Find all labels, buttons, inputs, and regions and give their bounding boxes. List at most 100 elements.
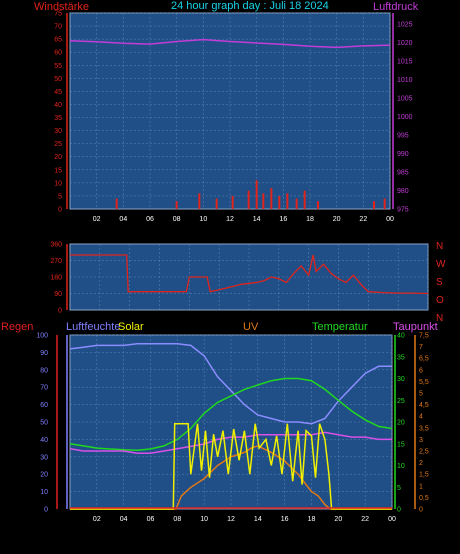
tick-label-hour: 20 <box>334 516 342 523</box>
tick-label-direction: 180 <box>50 275 62 282</box>
tick-label-dewpoint: 1 <box>419 483 423 490</box>
tick-label-hour: 06 <box>147 516 155 523</box>
tick-label-hour: 12 <box>226 216 234 223</box>
tick-label-wind: 70 <box>54 24 62 31</box>
temperature-series <box>69 377 393 452</box>
tick-label-hour: 18 <box>308 516 316 523</box>
compass-label: N <box>436 313 443 324</box>
tick-label-hour: 20 <box>333 216 341 223</box>
tick-label-hour: 04 <box>120 516 128 523</box>
tick-label-pressure: 1010 <box>397 77 413 84</box>
legend-temperature: Temperatur <box>312 321 368 333</box>
tick-label-pressure: 995 <box>397 133 409 140</box>
tick-label-hour: 12 <box>227 516 235 523</box>
tick-label-dewpoint: 4,5 <box>419 402 429 409</box>
tick-label-temperature: 15 <box>397 441 405 448</box>
tick-label-humidity: 10 <box>40 489 48 496</box>
tick-label-temperature: 30 <box>397 376 405 383</box>
tick-label-hour: 04 <box>119 216 127 223</box>
tick-label-dewpoint: 1,5 <box>419 472 429 479</box>
wind-axis-title: Windstärke <box>34 1 90 13</box>
tick-label-dewpoint: 2 <box>419 460 423 467</box>
tick-label-dewpoint: 0,5 <box>419 495 429 502</box>
tick-label-wind: 15 <box>54 167 62 174</box>
tick-label-pressure: 1005 <box>397 96 413 103</box>
tick-label-wind: 60 <box>54 50 62 57</box>
tick-label-temperature: 10 <box>397 463 405 470</box>
tick-label-humidity: 70 <box>40 385 48 392</box>
tick-label-hour: 22 <box>359 216 367 223</box>
tick-label-direction: 90 <box>54 291 62 298</box>
tick-label-humidity: 0 <box>44 507 48 514</box>
tick-label-pressure: 980 <box>397 188 409 195</box>
legend-solar: Solar <box>118 321 144 333</box>
tick-label-wind: 25 <box>54 141 62 148</box>
tick-label-pressure: 1000 <box>397 114 413 121</box>
tick-label-hour: 16 <box>281 516 289 523</box>
tick-label-wind: 40 <box>54 102 62 109</box>
tick-label-hour: 10 <box>199 216 207 223</box>
tick-label-dewpoint: 0 <box>419 507 423 514</box>
tick-label-hour: 06 <box>146 216 154 223</box>
tick-label-hour: 08 <box>173 216 181 223</box>
tick-label-wind: 35 <box>54 115 62 122</box>
legend-uv: UV <box>243 321 259 333</box>
tick-label-wind: 30 <box>54 128 62 135</box>
tick-label-humidity: 90 <box>40 350 48 357</box>
page-title: 24 hour graph day : Juli 18 2024 <box>171 0 329 12</box>
solar-series <box>70 422 392 510</box>
tick-label-dewpoint: 5,5 <box>419 379 429 386</box>
tick-label-wind: 65 <box>54 37 62 44</box>
tick-label-hour: 22 <box>361 516 369 523</box>
tick-label-dewpoint: 2,5 <box>419 449 429 456</box>
tick-label-hour: 14 <box>254 516 262 523</box>
tick-label-hour: 16 <box>279 216 287 223</box>
tick-label-humidity: 100 <box>36 333 48 340</box>
tick-label-wind: 10 <box>54 180 62 187</box>
compass-label: O <box>436 295 444 306</box>
tick-label-humidity: 60 <box>40 402 48 409</box>
tick-label-hour: 14 <box>253 216 261 223</box>
legend-dewpoint: Taupunkt <box>393 321 438 333</box>
tick-label-humidity: 40 <box>40 437 48 444</box>
dewpoint-series <box>69 431 392 455</box>
compass-label: W <box>436 259 446 270</box>
tick-label-temperature: 0 <box>397 507 401 514</box>
tick-label-pressure: 1025 <box>397 22 413 29</box>
tick-label-temperature: 25 <box>397 398 405 405</box>
tick-label-pressure: 990 <box>397 151 409 158</box>
legend-rain: Regen <box>1 321 34 333</box>
tick-label-direction: 0 <box>58 308 62 315</box>
tick-label-humidity: 50 <box>40 420 48 427</box>
tick-label-wind: 55 <box>54 63 62 70</box>
uv-series <box>70 445 392 510</box>
tick-label-temperature: 40 <box>397 333 405 340</box>
tick-label-wind: 0 <box>58 207 62 214</box>
tick-label-direction: 270 <box>50 258 62 265</box>
compass-label: S <box>436 277 443 288</box>
tick-label-wind: 75 <box>54 11 62 18</box>
tick-label-wind: 45 <box>54 89 62 96</box>
tick-label-hour: 00 <box>388 516 396 523</box>
tick-label-humidity: 20 <box>40 472 48 479</box>
tick-label-wind: 20 <box>54 154 62 161</box>
tick-label-dewpoint: 5 <box>419 391 423 398</box>
tick-label-temperature: 20 <box>397 420 405 427</box>
tick-label-hour: 10 <box>200 516 208 523</box>
tick-label-pressure: 1015 <box>397 59 413 66</box>
tick-label-pressure: 975 <box>397 207 409 214</box>
tick-label-hour: 02 <box>93 216 101 223</box>
legend-humidity: Luftfeuchte <box>66 321 121 333</box>
tick-label-dewpoint: 6,5 <box>419 356 429 363</box>
tick-label-humidity: 30 <box>40 454 48 461</box>
tick-label-dewpoint: 6 <box>419 367 423 374</box>
tick-label-dewpoint: 3,5 <box>419 425 429 432</box>
pressure-axis-title: Luftdruck <box>373 1 419 13</box>
tick-label-hour: 18 <box>306 216 314 223</box>
pressure-series <box>69 38 391 49</box>
tick-label-hour: 02 <box>93 516 101 523</box>
tick-label-direction: 360 <box>50 242 62 249</box>
tick-label-dewpoint: 7,5 <box>419 333 429 340</box>
